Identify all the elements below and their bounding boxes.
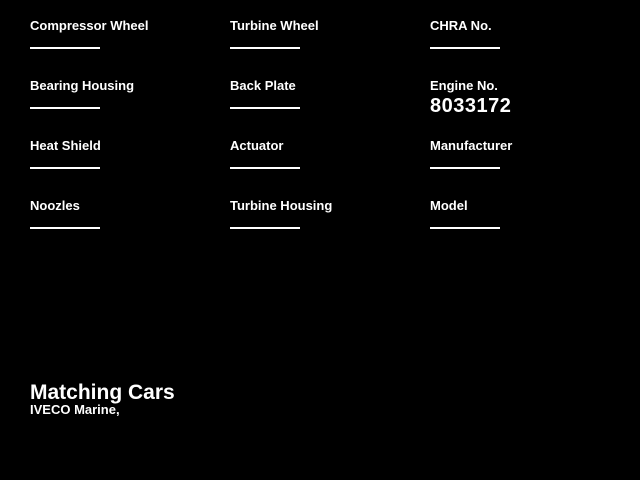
field-blank-line-turbine-housing [230,227,300,229]
field-label-heat-shield: Heat Shield [30,138,101,153]
field-blank-line-actuator [230,167,300,169]
field-blank-line-manufacturer [430,167,500,169]
field-blank-line-heat-shield [30,167,100,169]
field-label-manufacturer: Manufacturer [430,138,513,153]
field-bearing-housing: Bearing Housing [30,78,215,109]
engine-no-value: 8033172 [430,95,512,117]
field-label-noozles: Noozles [30,198,80,213]
field-back-plate: Back Plate [230,78,415,109]
matching-cars-subtext: IVECO Marine, [30,402,120,417]
field-compressor-wheel: Compressor Wheel [30,18,215,49]
field-noozles: Noozles [30,198,215,229]
field-blank-line-chra-no [430,47,500,49]
field-blank-line-back-plate [230,107,300,109]
field-blank-line-compressor-wheel [30,47,100,49]
field-blank-line-bearing-housing [30,107,100,109]
field-actuator: Actuator [230,138,415,169]
field-label-turbine-wheel: Turbine Wheel [230,18,319,33]
field-chra-no: CHRA No. [430,18,615,49]
matching-cars-heading: Matching Cars [30,381,175,404]
field-label-bearing-housing: Bearing Housing [30,78,135,93]
field-label-compressor-wheel: Compressor Wheel [30,18,149,33]
field-model: Model [430,198,615,229]
field-turbine-wheel: Turbine Wheel [230,18,415,49]
field-manufacturer: Manufacturer [430,138,615,169]
field-label-model: Model [430,198,468,213]
field-label-turbine-housing: Turbine Housing [230,198,333,213]
field-heat-shield: Heat Shield [30,138,215,169]
field-blank-line-turbine-wheel [230,47,300,49]
field-label-engine-no: Engine No. [430,78,498,93]
field-label-back-plate: Back Plate [230,78,296,93]
field-label-chra-no: CHRA No. [430,18,492,33]
field-turbine-housing: Turbine Housing [230,198,415,229]
field-blank-line-noozles [30,227,100,229]
field-label-actuator: Actuator [230,138,284,153]
field-engine-no: Engine No. 8033172 [430,78,615,117]
field-blank-line-model [430,227,500,229]
